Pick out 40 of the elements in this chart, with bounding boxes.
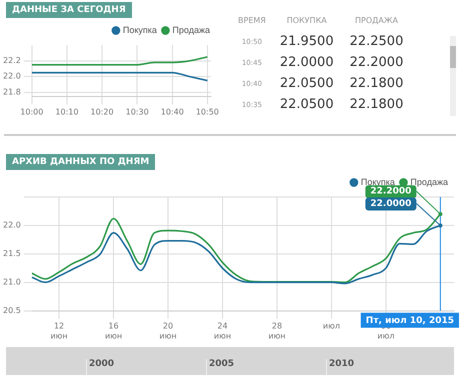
data-label: 22.1800 (348, 75, 404, 93)
annotation: 22.2000 (370, 186, 412, 197)
data-label: 21.9500 (278, 33, 335, 51)
x-tick-label: 12 июн (50, 322, 68, 340)
y-tick-label: 21.5 (3, 248, 21, 258)
x-tick-label: 10:20 (90, 107, 114, 116)
x-tick-label: 28 июн (268, 322, 286, 340)
y-tick-label: 21.8 (3, 88, 21, 97)
y-tick-label: 22.0 (3, 72, 21, 81)
x-tick-label: 16 июн (104, 322, 122, 340)
x-tick-label: июл (322, 322, 340, 331)
chart-title: АРХИВ ДАННЫХ ПО ДНЯМ (6, 154, 156, 170)
data-label: 22.0000 (278, 54, 335, 72)
x-tick-label: 24 июн (214, 322, 232, 340)
y-tick-label: 20.5 (3, 306, 21, 315)
y-tick-label: 22.2 (3, 56, 21, 65)
data-label: 22.2000 (348, 54, 404, 72)
y-axis-title: ВРЕМЯ (237, 15, 267, 27)
x-tick-label: 10:50 (196, 107, 219, 116)
x-tick-label: 10:00 (20, 107, 44, 116)
data-label: 22.0500 (278, 96, 335, 114)
y-tick-label: 21.0 (3, 277, 21, 286)
chart-title: ДАННЫЕ ЗА СЕГОДНЯ (6, 2, 132, 18)
data-label: 22.1800 (348, 96, 404, 114)
x-tick-label: ПОКУПКА (286, 15, 328, 27)
data-label: 22.2500 (348, 33, 404, 51)
legend-label: Продажа (410, 176, 448, 187)
legend-label: Продажа (172, 24, 210, 35)
data-label: 22.0500 (278, 75, 335, 93)
x-tick-label: 10:10 (55, 107, 78, 116)
line-series (32, 56, 208, 66)
legend-label: Покупка (360, 176, 395, 187)
navigator-strip: 2000 2005 2010 (6, 347, 454, 375)
x-tick-label: 20 июн (159, 322, 177, 340)
x-tick-label: 10:30 (126, 107, 149, 116)
x-tick-label: ПРОДАЖА (354, 15, 399, 27)
legend-label: Покупка (122, 24, 157, 35)
x-tick-label: 10:40 (160, 107, 184, 116)
annotation: 22.0000 (370, 198, 412, 209)
y-tick-label: 22.0 (3, 220, 21, 230)
